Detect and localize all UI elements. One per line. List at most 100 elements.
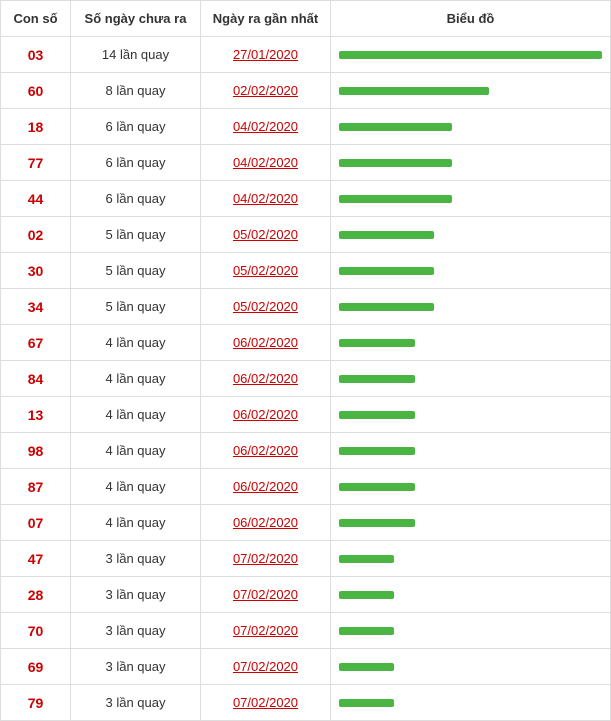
cell-chart xyxy=(331,505,611,541)
header-row: Con số Số ngày chưa ra Ngày ra gần nhất … xyxy=(1,1,611,37)
chart-bar xyxy=(339,159,452,167)
chart-bar xyxy=(339,663,394,671)
cell-days: 4 lần quay xyxy=(71,397,201,433)
header-days: Số ngày chưa ra xyxy=(71,1,201,37)
cell-chart xyxy=(331,577,611,613)
cell-number: 60 xyxy=(1,73,71,109)
table-row: 674 lần quay 06/02/2020 xyxy=(1,325,611,361)
cell-days: 3 lần quay xyxy=(71,541,201,577)
date-link[interactable]: 06/02/2020 xyxy=(233,443,298,458)
cell-number: 84 xyxy=(1,361,71,397)
cell-date: 04/02/2020 xyxy=(201,145,331,181)
date-link[interactable]: 07/02/2020 xyxy=(233,659,298,674)
table-row: 793 lần quay 07/02/2020 xyxy=(1,685,611,721)
cell-date: 02/02/2020 xyxy=(201,73,331,109)
date-link[interactable]: 04/02/2020 xyxy=(233,155,298,170)
cell-date: 06/02/2020 xyxy=(201,505,331,541)
cell-chart xyxy=(331,37,611,73)
table-row: 283 lần quay07/02/2020 xyxy=(1,577,611,613)
cell-days: 6 lần quay xyxy=(71,181,201,217)
cell-date: 05/02/2020 xyxy=(201,289,331,325)
cell-days: 14 lần quay xyxy=(71,37,201,73)
date-link[interactable]: 06/02/2020 xyxy=(233,335,298,350)
cell-number: 47 xyxy=(1,541,71,577)
chart-bar xyxy=(339,303,434,311)
cell-chart xyxy=(331,289,611,325)
date-link[interactable]: 06/02/2020 xyxy=(233,479,298,494)
cell-chart xyxy=(331,217,611,253)
cell-days: 3 lần quay xyxy=(71,649,201,685)
cell-number: 70 xyxy=(1,613,71,649)
cell-number: 03 xyxy=(1,37,71,73)
chart-bar xyxy=(339,591,394,599)
cell-number: 87 xyxy=(1,469,71,505)
date-link[interactable]: 04/02/2020 xyxy=(233,119,298,134)
cell-days: 4 lần quay xyxy=(71,469,201,505)
cell-date: 07/02/2020 xyxy=(201,541,331,577)
cell-date: 05/02/2020 xyxy=(201,253,331,289)
date-link[interactable]: 07/02/2020 xyxy=(233,551,298,566)
cell-days: 8 lần quay xyxy=(71,73,201,109)
cell-number: 77 xyxy=(1,145,71,181)
table-row: 844 lần quay06/02/2020 xyxy=(1,361,611,397)
date-link[interactable]: 06/02/2020 xyxy=(233,515,298,530)
cell-date: 04/02/2020 xyxy=(201,109,331,145)
date-link[interactable]: 05/02/2020 xyxy=(233,263,298,278)
cell-number: 98 xyxy=(1,433,71,469)
cell-number: 07 xyxy=(1,505,71,541)
cell-chart xyxy=(331,541,611,577)
cell-chart xyxy=(331,325,611,361)
cell-number: 69 xyxy=(1,649,71,685)
cell-chart xyxy=(331,397,611,433)
cell-date: 06/02/2020 xyxy=(201,433,331,469)
date-link[interactable]: 04/02/2020 xyxy=(233,191,298,206)
table-row: 134 lần quay06/02/2020 xyxy=(1,397,611,433)
date-link[interactable]: 07/02/2020 xyxy=(233,623,298,638)
date-link[interactable]: 06/02/2020 xyxy=(233,407,298,422)
cell-days: 5 lần quay xyxy=(71,289,201,325)
chart-bar xyxy=(339,555,394,563)
chart-bar xyxy=(339,339,415,347)
chart-bar xyxy=(339,483,415,491)
cell-date: 27/01/2020 xyxy=(201,37,331,73)
cell-date: 07/02/2020 xyxy=(201,613,331,649)
cell-number: 67 xyxy=(1,325,71,361)
table-row: 025 lần quay05/02/2020 xyxy=(1,217,611,253)
table-row: 345 lần quay05/02/2020 xyxy=(1,289,611,325)
cell-date: 06/02/2020 xyxy=(201,361,331,397)
cell-date: 05/02/2020 xyxy=(201,217,331,253)
cell-date: 07/02/2020 xyxy=(201,649,331,685)
cell-number: 28 xyxy=(1,577,71,613)
table-row: 305 lần quay05/02/2020 xyxy=(1,253,611,289)
table-row: 874 lần quay 06/02/2020 xyxy=(1,469,611,505)
date-link[interactable]: 07/02/2020 xyxy=(233,587,298,602)
date-link[interactable]: 07/02/2020 xyxy=(233,695,298,710)
cell-chart xyxy=(331,145,611,181)
cell-date: 07/02/2020 xyxy=(201,577,331,613)
cell-days: 3 lần quay xyxy=(71,685,201,721)
date-link[interactable]: 06/02/2020 xyxy=(233,371,298,386)
table-row: 776 lần quay04/02/2020 xyxy=(1,145,611,181)
date-link[interactable]: 05/02/2020 xyxy=(233,227,298,242)
cell-chart xyxy=(331,649,611,685)
chart-bar xyxy=(339,231,434,239)
chart-bar xyxy=(339,87,489,95)
cell-number: 30 xyxy=(1,253,71,289)
cell-date: 06/02/2020 xyxy=(201,469,331,505)
table-row: 984 lần quay06/02/2020 xyxy=(1,433,611,469)
cell-number: 79 xyxy=(1,685,71,721)
cell-chart xyxy=(331,361,611,397)
chart-bar xyxy=(339,627,394,635)
table-row: 693 lần quay 07/02/2020 xyxy=(1,649,611,685)
cell-chart xyxy=(331,469,611,505)
chart-bar xyxy=(339,123,452,131)
date-link[interactable]: 05/02/2020 xyxy=(233,299,298,314)
header-chart: Biểu đồ xyxy=(331,1,611,37)
chart-bar xyxy=(339,267,434,275)
cell-days: 4 lần quay xyxy=(71,325,201,361)
date-link[interactable]: 27/01/2020 xyxy=(233,47,298,62)
cell-date: 06/02/2020 xyxy=(201,397,331,433)
table-row: 074 lần quay06/02/2020 xyxy=(1,505,611,541)
chart-bar xyxy=(339,519,415,527)
date-link[interactable]: 02/02/2020 xyxy=(233,83,298,98)
